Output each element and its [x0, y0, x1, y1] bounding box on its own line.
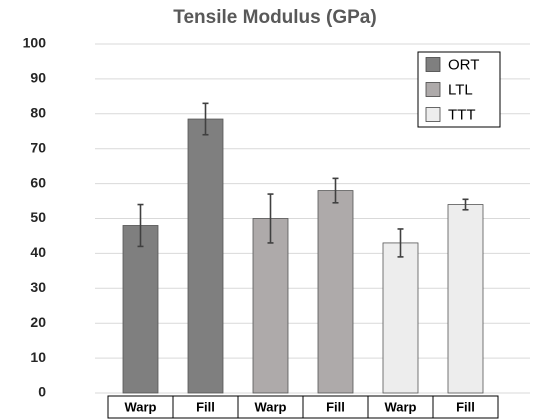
x-tick-label: Fill [196, 399, 215, 414]
y-tick-label: 80 [30, 105, 46, 121]
legend-swatch [425, 82, 441, 97]
x-tick-label: Warp [124, 399, 156, 414]
legend-swatch [425, 57, 441, 72]
y-tick-label: 50 [30, 209, 46, 225]
y-tick-label: 70 [30, 139, 46, 155]
y-tick-label: 10 [30, 349, 46, 365]
legend-swatch [425, 107, 441, 122]
legend-label: ORT [448, 56, 479, 73]
bar [447, 204, 484, 394]
bar [252, 218, 289, 394]
x-tick-label: Fill [456, 399, 475, 414]
y-tick-label: 0 [38, 384, 46, 400]
bar [187, 118, 224, 394]
y-tick-label: 90 [30, 70, 46, 86]
x-tick-label: Warp [254, 399, 286, 414]
y-tick-label: 100 [23, 35, 47, 51]
y-tick-label: 40 [30, 244, 46, 260]
legend-label: LTL [448, 81, 473, 98]
x-tick-label: Fill [326, 399, 345, 414]
bar [122, 225, 159, 394]
y-tick-label: 20 [30, 314, 46, 330]
bar [317, 190, 354, 394]
x-tick-label: Warp [384, 399, 416, 414]
category-cell [432, 395, 499, 419]
legend-label: TTT [448, 106, 476, 123]
chart-title: Tensile Modulus (GPa) [173, 7, 376, 28]
y-tick-label: 60 [30, 174, 46, 190]
bar [382, 242, 419, 394]
y-tick-label: 30 [30, 279, 46, 295]
